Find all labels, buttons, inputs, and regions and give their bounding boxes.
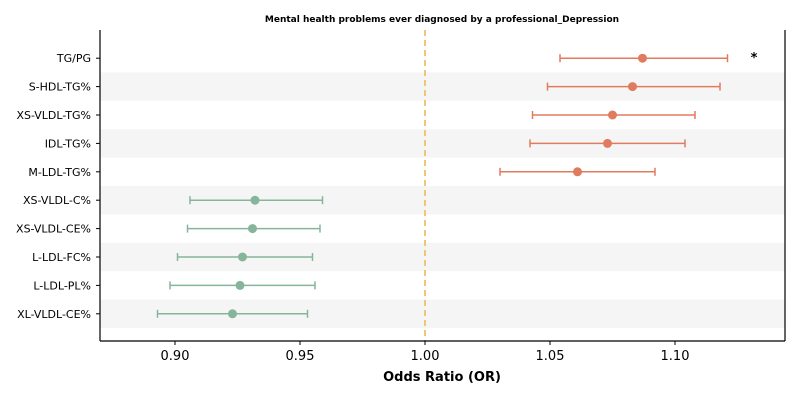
y-tick-label: M-LDL-TG% (28, 166, 91, 179)
y-tick-labels: TG/PG S-HDL-TG% XS-VLDL-TG% IDL-TG% M-LDL-TG… (16, 52, 91, 321)
x-tick-labels: 0.90 0.95 1.00 1.05 1.10 (161, 349, 690, 364)
or-point (638, 53, 647, 63)
x-tick-label: 1.10 (661, 349, 690, 364)
y-tick-label: XL-VLDL-CE% (17, 308, 91, 321)
y-tick-label: S-HDL-TG% (29, 81, 91, 94)
y-tick-label: XS-VLDL-C% (23, 194, 91, 207)
x-tick-label: 0.90 (161, 349, 190, 364)
y-tick-label: L-LDL-FC% (32, 251, 91, 264)
or-point (248, 224, 257, 234)
y-tick-label: IDL-TG% (45, 137, 91, 150)
data-marks: * (156, 51, 758, 319)
axes (96, 30, 786, 345)
or-point (608, 110, 617, 120)
x-tick-label: 0.95 (286, 349, 315, 364)
or-point (228, 309, 237, 319)
x-tick-label: 1.00 (411, 349, 440, 364)
or-point (238, 252, 247, 262)
x-axis-label: Odds Ratio (OR) (383, 370, 501, 385)
or-point (235, 280, 245, 290)
or-point (603, 138, 612, 148)
significance-marker: * (751, 51, 758, 66)
or-point (628, 82, 637, 92)
x-tick-label: 1.05 (536, 349, 565, 364)
y-tick-label: XS-VLDL-CE% (16, 223, 91, 236)
y-tick-label: TG/PG (56, 52, 91, 65)
or-point (250, 195, 260, 205)
y-tick-label: XS-VLDL-TG% (16, 109, 91, 122)
chart-title: Mental health problems ever diagnosed by… (265, 15, 619, 25)
y-tick-label: L-LDL-PL% (33, 279, 91, 292)
or-point (573, 167, 582, 177)
